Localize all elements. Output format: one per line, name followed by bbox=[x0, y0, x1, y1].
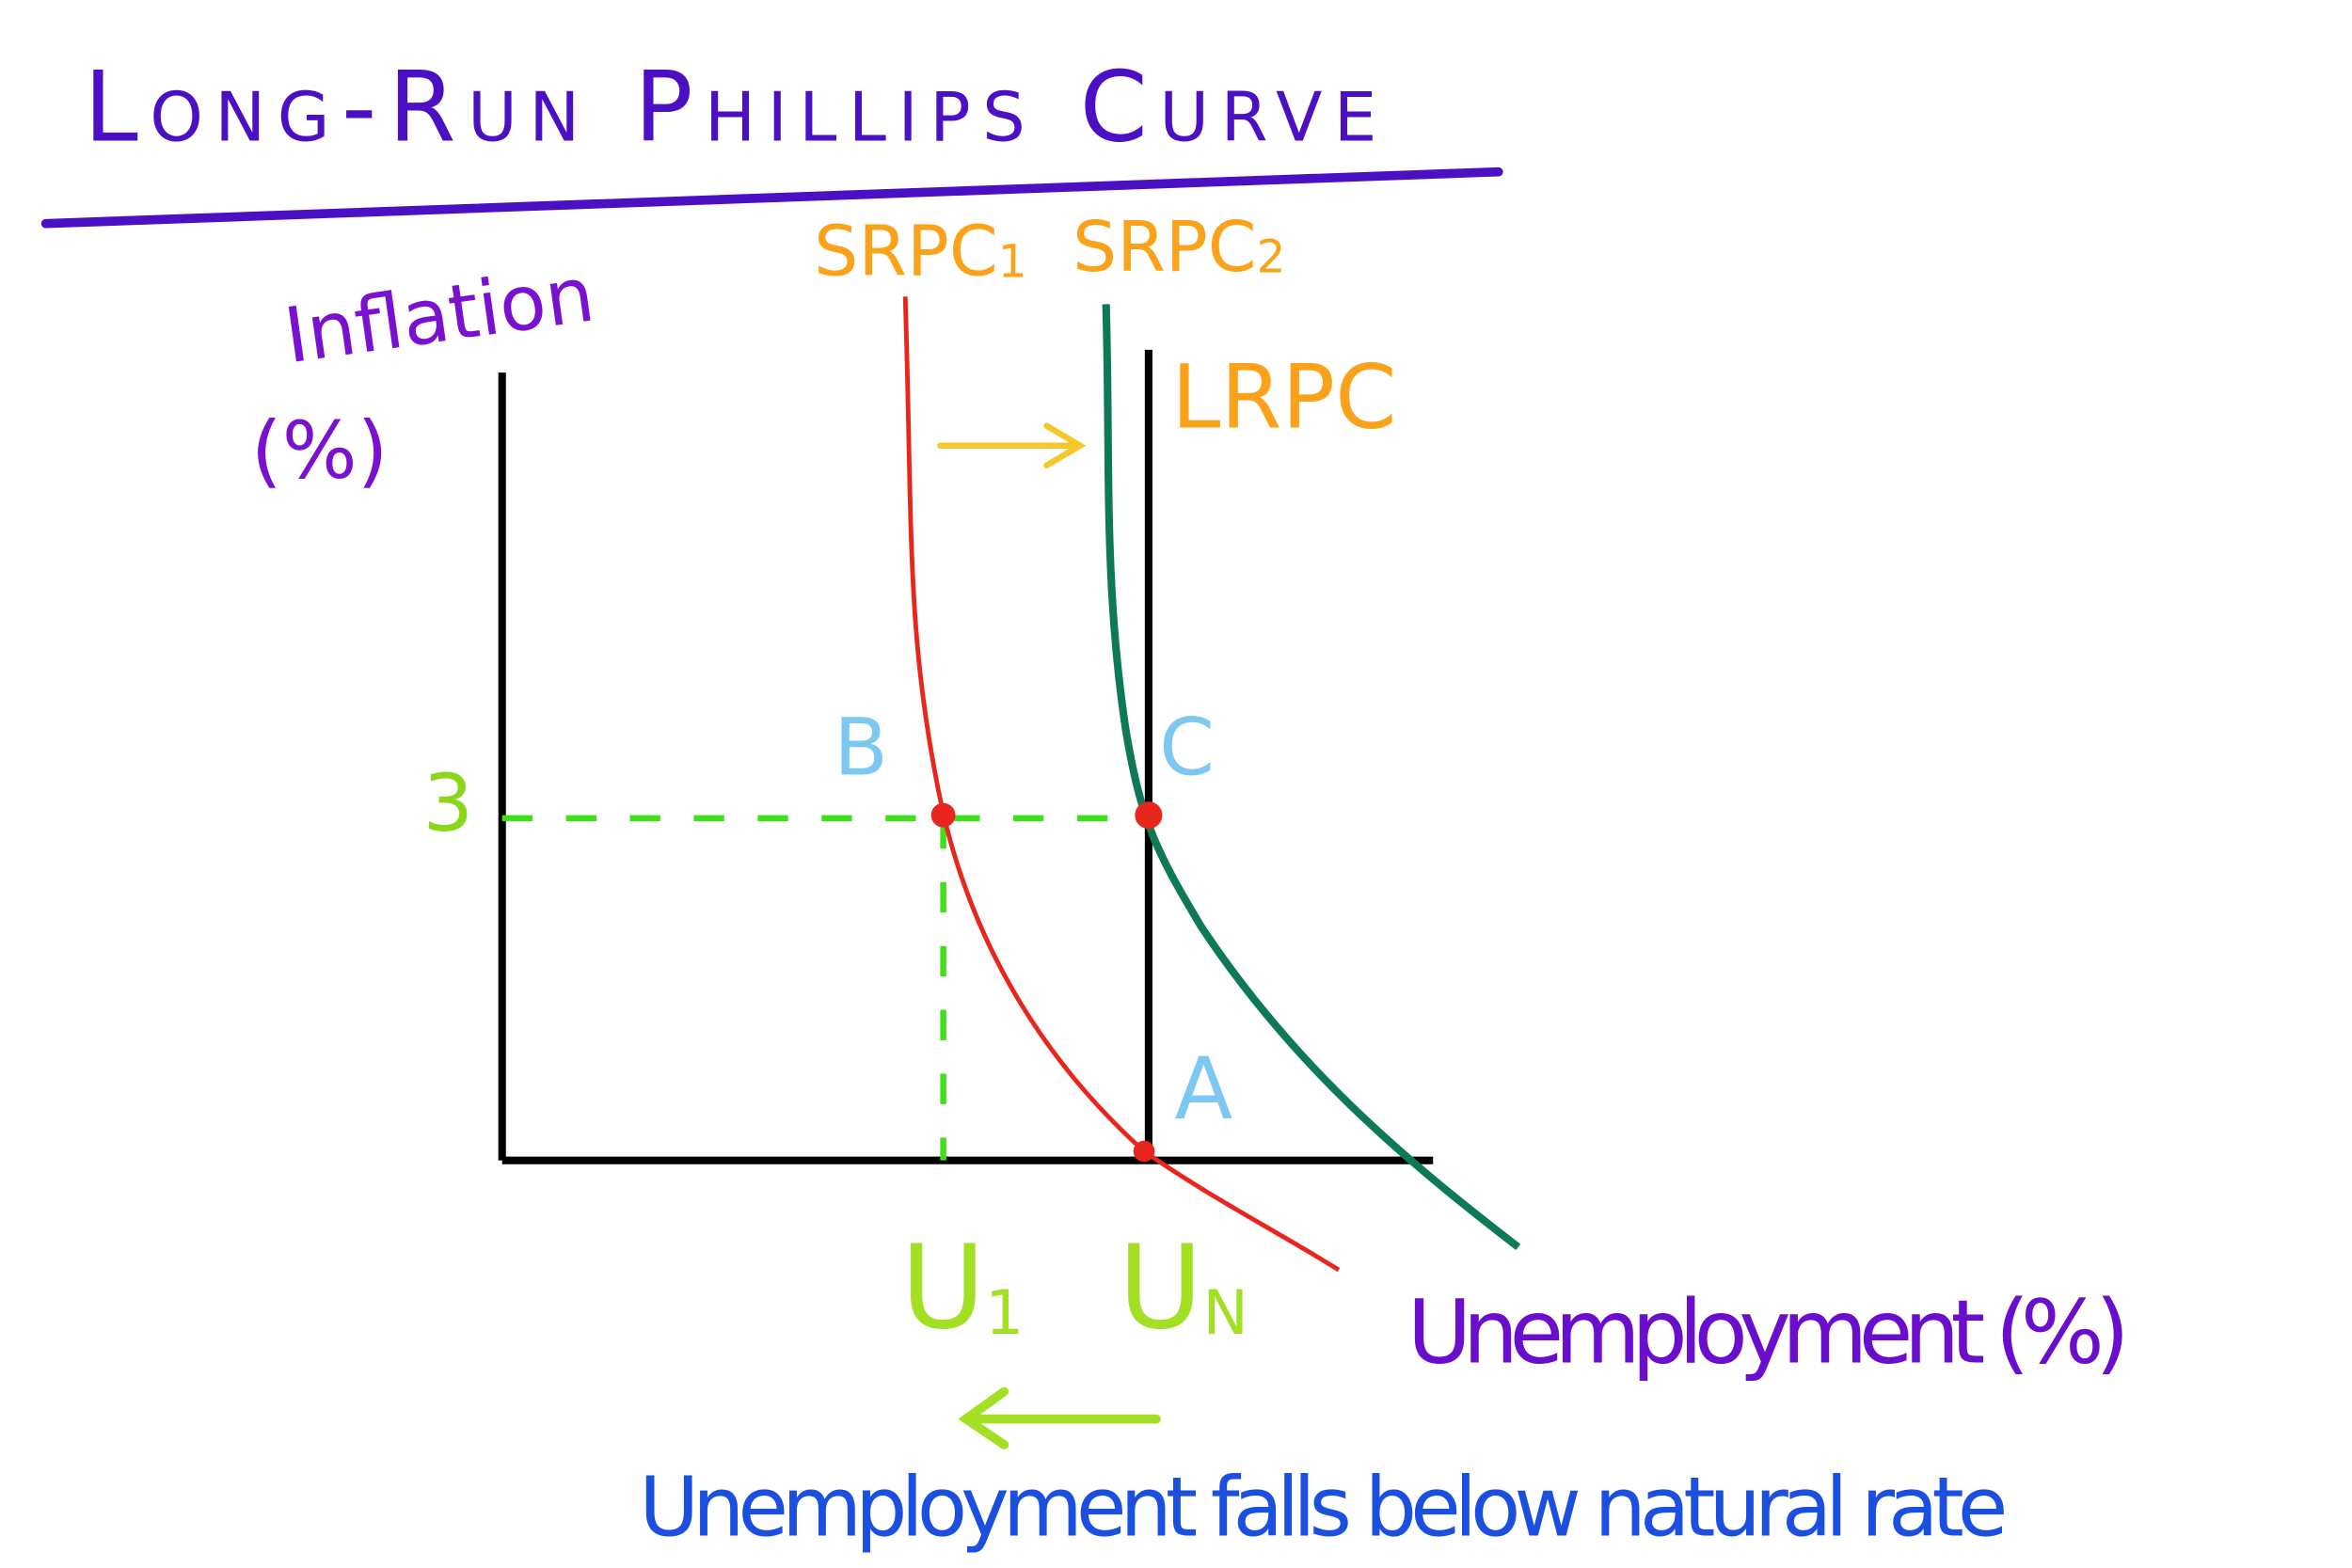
point-c bbox=[1135, 801, 1163, 830]
title: Long-Run Phillips Curve bbox=[84, 52, 1376, 165]
point-c-label: C bbox=[1159, 701, 1215, 793]
point-a-label: A bbox=[1174, 1040, 1232, 1139]
un-text: U bbox=[1119, 1220, 1203, 1354]
annotation: Unemployment falls below natural rate bbox=[639, 1460, 2008, 1556]
shift-arrow bbox=[937, 422, 1087, 468]
srpc1-sub: 1 bbox=[998, 235, 1027, 288]
y-tick-label: 3 bbox=[423, 757, 473, 849]
srpc2-label: SRPC2 bbox=[1073, 205, 1286, 287]
srpc1-curve bbox=[902, 296, 1341, 1273]
un-label: UN bbox=[1119, 1220, 1248, 1354]
title-underline bbox=[40, 166, 1503, 229]
decrease-arrow bbox=[958, 1386, 1161, 1449]
y-axis-unit: (%) bbox=[251, 404, 388, 497]
point-b bbox=[930, 802, 956, 828]
u1-label: U1 bbox=[900, 1220, 1024, 1354]
lrpc-label: LRPC bbox=[1171, 346, 1396, 449]
x-axis-label: Unemployment (%) bbox=[1407, 1282, 2130, 1385]
srpc2-sub: 2 bbox=[1257, 230, 1286, 283]
u1-text: U bbox=[900, 1220, 985, 1354]
srpc1-label: SRPC1 bbox=[814, 210, 1026, 292]
u1-sub: 1 bbox=[985, 1278, 1024, 1349]
srpc2-curve bbox=[1102, 304, 1521, 1251]
point-a bbox=[1133, 1140, 1155, 1163]
un-sub: N bbox=[1202, 1278, 1248, 1349]
point-b-label: B bbox=[834, 701, 888, 793]
srpc2-text: SRPC bbox=[1073, 205, 1257, 287]
srpc1-text: SRPC bbox=[814, 210, 998, 292]
